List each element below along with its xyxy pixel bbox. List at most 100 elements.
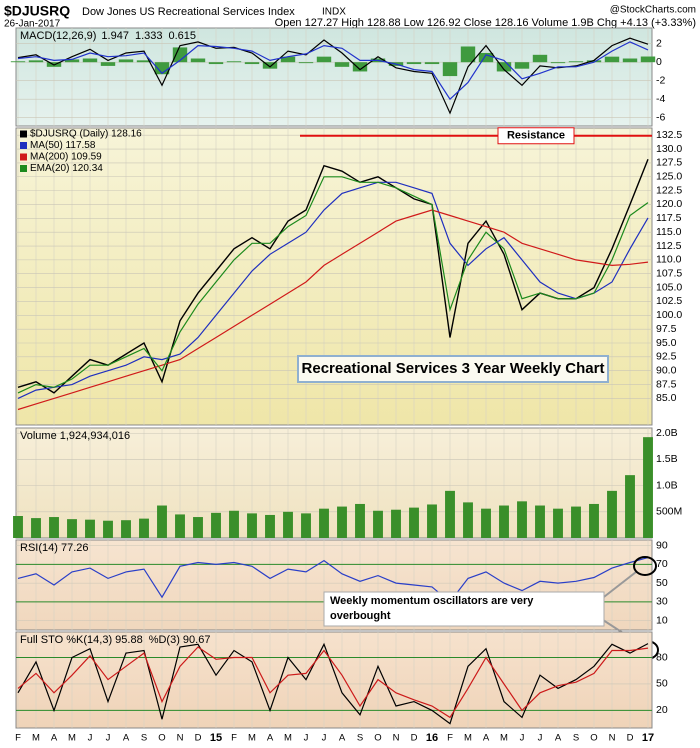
legend-label: 1.333: [135, 30, 163, 42]
y-tick-label: 115.0: [656, 226, 682, 238]
bar: [247, 513, 257, 538]
y-tick-label: 102.5: [656, 295, 682, 307]
y-tick-label: 95.0: [656, 337, 677, 349]
bar: [280, 56, 296, 63]
bar: [463, 502, 473, 538]
y-tick-label: 97.5: [656, 323, 677, 335]
x-tick-label: M: [32, 733, 40, 744]
x-tick-label: N: [177, 733, 184, 744]
bar: [13, 516, 23, 538]
x-tick-label: N: [609, 733, 616, 744]
bar: [550, 62, 566, 64]
y-tick-label: 1.5B: [656, 453, 678, 465]
bar: [316, 56, 332, 63]
legend-swatch: [20, 165, 27, 172]
x-tick-label: S: [573, 733, 579, 744]
annotation: Recreational Services 3 Year Weekly Char…: [302, 360, 605, 377]
y-tick-label: 90: [656, 539, 668, 551]
bar: [136, 60, 152, 63]
x-tick-label: M: [500, 733, 508, 744]
line: [17, 41, 649, 101]
bar: [406, 62, 422, 65]
y-tick-label: -6: [656, 111, 665, 123]
y-tick-label: 130.0: [656, 143, 682, 155]
x-tick-label: M: [68, 733, 76, 744]
bar: [334, 62, 350, 67]
bar: [427, 504, 437, 538]
bar: [262, 62, 278, 69]
legend-label: Volume 1,924,934,016: [20, 430, 130, 442]
bar: [31, 518, 41, 538]
bar: [208, 62, 224, 65]
bar: [10, 61, 26, 63]
panel-background: [15, 27, 653, 127]
y-tick-label: 92.5: [656, 351, 677, 363]
bar: [535, 505, 545, 538]
x-tick-label: N: [393, 733, 400, 744]
bar: [496, 62, 512, 72]
bar: [481, 508, 491, 538]
x-tick-label: J: [106, 733, 111, 744]
line: [17, 176, 649, 394]
bar: [445, 490, 455, 538]
bar: [298, 62, 314, 64]
panel-background: [15, 631, 653, 729]
y-tick-label: 2: [656, 37, 662, 49]
x-tick-label: J: [322, 733, 327, 744]
legend-label: $DJUSRQ (Daily) 128.16: [30, 129, 142, 140]
y-tick-label: 112.5: [656, 240, 682, 252]
y-tick-label: 120.0: [656, 198, 682, 210]
y-tick-label: 70: [656, 558, 668, 570]
bar: [118, 59, 134, 63]
bar: [100, 62, 116, 66]
x-tick-label: S: [141, 733, 147, 744]
bar: [229, 510, 239, 538]
legend-swatch: [20, 142, 27, 149]
y-tick-label: 87.5: [656, 378, 677, 390]
x-tick-label: A: [267, 733, 274, 744]
legend-label: RSI(14) 77.26: [20, 542, 88, 554]
bar: [607, 490, 617, 538]
bar: [553, 508, 563, 538]
annotation: Weekly momentum oscillators are very: [330, 595, 534, 607]
bar: [622, 58, 638, 63]
bar: [640, 56, 656, 63]
bar: [604, 56, 620, 63]
x-tick-label: O: [590, 733, 597, 744]
legend-swatch: [20, 130, 27, 138]
bar: [175, 514, 185, 538]
resistance-label: Resistance: [507, 130, 565, 142]
line: [17, 181, 649, 399]
bar: [49, 517, 59, 538]
x-tick-label: A: [483, 733, 490, 744]
panel-label: MACD(12,26,9): [20, 30, 96, 42]
bar: [193, 517, 203, 538]
annotation-box: [323, 591, 605, 627]
line: [17, 642, 649, 725]
resistance-box: [497, 127, 575, 145]
bar: [568, 61, 584, 63]
bar: [499, 505, 509, 538]
y-tick-label: 125.0: [656, 171, 682, 183]
bar: [211, 512, 221, 538]
y-tick-label: 30: [656, 596, 668, 608]
legend-label: 0.615: [168, 30, 196, 42]
y-tick-label: 2.0B: [656, 427, 678, 439]
bar: [589, 503, 599, 538]
y-tick-label: 132.5: [656, 129, 682, 141]
x-tick-label: D: [195, 733, 202, 744]
bar: [424, 62, 440, 65]
annotation: overbought: [330, 610, 391, 622]
x-tick-label: M: [464, 733, 472, 744]
bar: [373, 510, 383, 538]
y-tick-label: 50: [656, 678, 668, 690]
highlight-circle: [633, 556, 657, 576]
y-tick-label: -4: [656, 93, 665, 105]
bar: [586, 60, 602, 63]
bar: [28, 60, 44, 63]
y-tick-label: 20: [656, 704, 668, 716]
y-tick-label: 500M: [656, 506, 682, 518]
bar: [337, 506, 347, 538]
y-tick-label: 122.5: [656, 184, 682, 196]
